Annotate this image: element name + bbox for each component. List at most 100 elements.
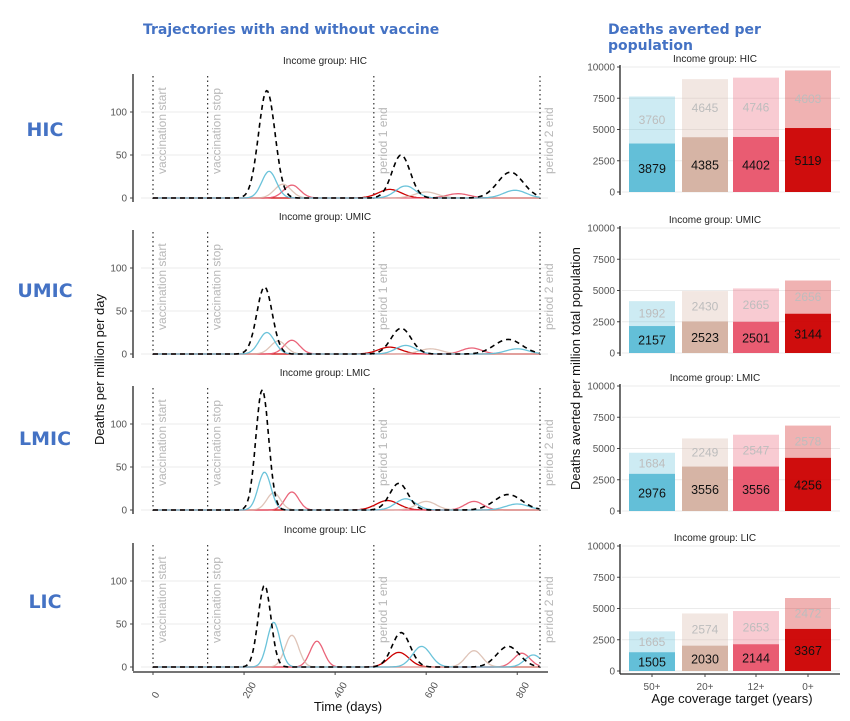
y-tick-label: 0 [121,506,127,517]
y-tick-label: 7500 [593,94,616,105]
bar-label-period2: 4603 [795,92,822,106]
y-tick-label: 5000 [593,444,616,455]
bar-label-period2: 2249 [692,445,719,459]
x-tick-label: 50+ [644,682,661,693]
row-label-hic: HIC [26,119,64,141]
bar-label-period1: 2976 [638,486,666,500]
bar-label-period1: 4256 [794,478,822,492]
bar-period1 [785,457,831,511]
y-tick-label: 50 [116,463,128,474]
y-tick-label: 50 [116,307,128,318]
bar-period2 [629,301,675,327]
bar-period2 [785,425,831,458]
vertical-marker-label: vaccination start [155,399,169,486]
bar-period2 [733,288,779,322]
bar-label-period1: 2030 [691,652,719,666]
series-line-no-vaccine [153,286,540,355]
y-tick-label: 0 [609,507,615,518]
y-tick-label: 7500 [593,255,616,266]
bar-period2 [733,434,779,467]
bar-period1 [682,466,728,511]
bar-period2 [682,613,728,646]
series-line-0plus [153,651,540,668]
row-label-lic: LIC [28,591,62,613]
y-tick-label: 50 [116,620,128,631]
bar-label-period2: 1684 [639,456,666,470]
x-tick-label: 12+ [748,682,765,693]
bar-label-period2: 4746 [743,100,770,114]
line-facet-label: Income group: UMIC [279,212,371,223]
y-tick-label: 100 [110,577,127,588]
y-tick-label: 100 [110,264,127,275]
series-line-0plus [153,499,540,511]
x-tick-label: 200 [241,680,259,700]
bar-period1 [733,136,779,192]
bar-label-period2: 2665 [743,298,770,312]
bar-period2 [785,598,831,629]
vertical-marker-label: period 1 end [376,263,390,330]
bar-period1 [785,128,831,192]
series-line-12plus [153,339,540,355]
vertical-marker-label: vaccination stop [210,88,224,174]
y-tick-label: 2500 [593,317,616,328]
bar-label-period1: 3556 [742,483,770,497]
x-axis-title: Age coverage target (years) [651,691,812,706]
y-tick-label: 10000 [587,63,615,74]
bar-label-period1: 3367 [794,644,822,658]
y-tick-label: 10000 [587,382,615,393]
bar-label-period1: 2144 [742,652,770,666]
y-tick-label: 0 [121,350,127,361]
bar-label-period1: 2501 [742,331,770,345]
y-tick-label: 100 [110,108,127,119]
y-tick-label: 10000 [587,224,615,235]
bar-label-period1: 3144 [794,327,822,341]
y-tick-label: 0 [121,663,127,674]
series-line-no-vaccine [153,89,540,199]
y-tick-label: 2500 [593,475,616,486]
vertical-marker-label: period 1 end [376,107,390,174]
bar-facet-label: Income group: LMIC [670,373,761,384]
bar-label-period1: 3879 [638,162,666,176]
y-tick-label: 2500 [593,635,616,646]
x-tick-label: 800 [514,680,532,700]
bar-label-period1: 2523 [691,331,719,345]
bar-label-period1: 1505 [638,656,666,670]
x-tick-label: 600 [423,680,441,700]
y-tick-label: 0 [609,188,615,199]
bar-period2 [629,631,675,653]
right-section-title: Deaths averted per population [608,22,761,54]
vertical-marker-label: vaccination start [155,87,169,174]
bar-label-period2: 2578 [795,435,822,449]
vertical-marker-label: vaccination start [155,556,169,643]
vertical-marker-label: period 1 end [376,576,390,643]
bar-label-period2: 2574 [692,623,719,637]
vertical-marker-label: period 2 end [542,576,556,643]
bar-label-period2: 4645 [692,101,719,115]
bar-label-period2: 2472 [795,606,822,620]
y-tick-label: 100 [110,420,127,431]
y-tick-label: 0 [609,667,615,678]
bar-period2 [785,280,831,314]
bar-label-period1: 4402 [742,158,770,172]
series-line-12plus [153,640,540,668]
y-axis-title: Deaths averted per million total populat… [568,247,583,490]
vertical-marker-label: vaccination stop [210,557,224,643]
vertical-marker-label: period 2 end [542,419,556,486]
series-line-no-vaccine [153,584,540,668]
bar-label-period2: 1665 [639,635,666,649]
bar-label-period1: 5119 [795,154,822,168]
y-tick-label: 10000 [587,542,615,553]
vertical-marker-label: vaccination stop [210,244,224,330]
y-tick-label: 7500 [593,413,616,424]
bar-period1 [733,321,779,353]
bar-period2 [785,70,831,129]
bar-label-period2: 2547 [743,444,770,458]
bar-label-period2: 2653 [743,621,770,635]
y-tick-label: 5000 [593,286,616,297]
series-line-50plus [153,170,540,199]
bar-label-period2: 2430 [692,299,719,313]
bar-period1 [682,137,728,192]
y-tick-label: 50 [116,151,128,162]
line-facet-label: Income group: LIC [284,525,366,536]
